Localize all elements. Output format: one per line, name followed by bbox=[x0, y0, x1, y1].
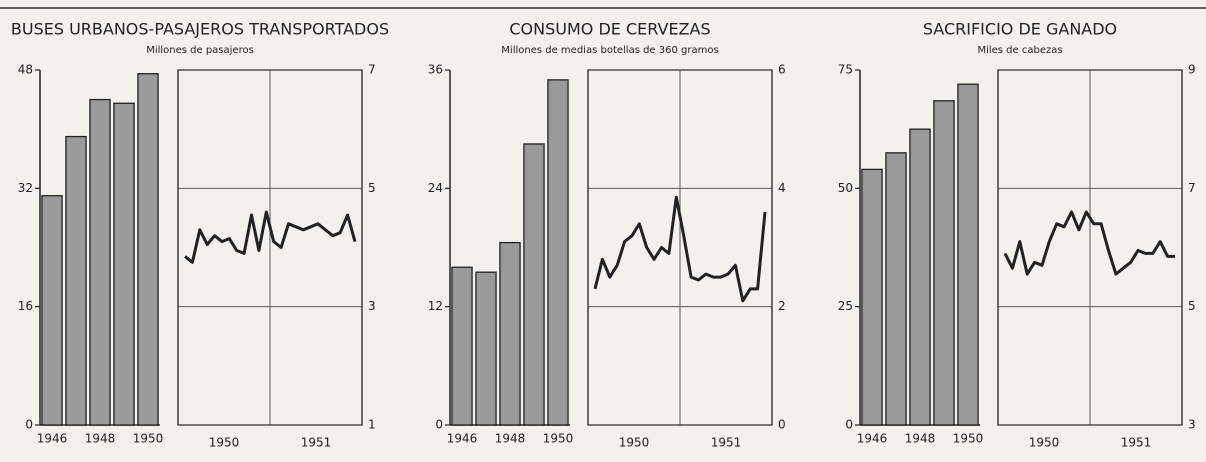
bar bbox=[137, 73, 159, 426]
y-tick-label: 50 bbox=[838, 181, 853, 195]
line-series bbox=[593, 195, 767, 303]
y2-tick-label: 5 bbox=[368, 181, 376, 195]
bar bbox=[885, 152, 907, 426]
x-group-label: 1950 bbox=[1029, 436, 1060, 450]
y2-tick-label: 4 bbox=[778, 181, 786, 195]
x-tick-label: 1948 bbox=[495, 432, 526, 446]
x-tick-label: 1948 bbox=[85, 432, 116, 446]
y-tick-label: 16 bbox=[18, 299, 33, 313]
chart-title: SACRIFICIO DE GANADO bbox=[923, 20, 1117, 39]
x-tick-label: 1950 bbox=[543, 432, 574, 446]
y-tick-label: 0 bbox=[435, 418, 443, 432]
y-tick-label: 25 bbox=[838, 299, 853, 313]
x-tick-label: 1948 bbox=[905, 432, 936, 446]
x-group-label: 1950 bbox=[209, 436, 240, 450]
y-tick-label: 75 bbox=[838, 63, 853, 77]
chart-title: CONSUMO DE CERVEZAS bbox=[509, 20, 710, 39]
y2-tick-label: 5 bbox=[1188, 299, 1196, 313]
x-tick-label: 1946 bbox=[447, 432, 478, 446]
y2-tick-label: 9 bbox=[1188, 63, 1196, 77]
x-group-label: 1951 bbox=[1121, 436, 1152, 450]
y-tick-label: 32 bbox=[18, 181, 33, 195]
y2-tick-label: 7 bbox=[1188, 181, 1196, 195]
x-tick-label: 1950 bbox=[953, 432, 984, 446]
bar bbox=[475, 271, 497, 426]
y-tick-label: 0 bbox=[845, 418, 853, 432]
line-series bbox=[184, 210, 357, 264]
bar bbox=[547, 79, 569, 426]
chart-title: BUSES URBANOS-PASAJEROS TRANSPORTADOS bbox=[11, 20, 389, 39]
y-tick-label: 0 bbox=[25, 418, 33, 432]
bar bbox=[499, 241, 521, 426]
chart-subtitle: Miles de cabezas bbox=[977, 45, 1062, 56]
bar bbox=[65, 135, 87, 426]
y2-tick-label: 3 bbox=[368, 299, 376, 313]
y-tick-label: 24 bbox=[428, 181, 443, 195]
y-tick-label: 36 bbox=[428, 63, 443, 77]
bar bbox=[933, 100, 955, 426]
chart-subtitle: Millones de medias botellas de 360 gramo… bbox=[501, 45, 718, 56]
y2-tick-label: 1 bbox=[368, 418, 376, 432]
y2-tick-label: 3 bbox=[1188, 418, 1196, 432]
line-series bbox=[1003, 210, 1175, 276]
bar bbox=[113, 102, 135, 426]
y2-tick-label: 7 bbox=[368, 63, 376, 77]
y2-tick-label: 0 bbox=[778, 418, 786, 432]
x-group-label: 1950 bbox=[619, 436, 650, 450]
y2-tick-label: 2 bbox=[778, 299, 786, 313]
y-tick-label: 12 bbox=[428, 299, 443, 313]
x-tick-label: 1946 bbox=[37, 432, 68, 446]
bar bbox=[523, 143, 545, 426]
x-group-label: 1951 bbox=[711, 436, 742, 450]
bar bbox=[909, 128, 931, 426]
x-tick-label: 1950 bbox=[133, 432, 164, 446]
x-group-label: 1951 bbox=[301, 436, 332, 450]
bar bbox=[957, 83, 979, 426]
bar bbox=[41, 195, 63, 426]
bar bbox=[451, 266, 473, 426]
y-tick-label: 48 bbox=[18, 63, 33, 77]
chart-subtitle: Millones de pasajeros bbox=[146, 45, 254, 56]
bar bbox=[861, 168, 883, 426]
x-tick-label: 1946 bbox=[857, 432, 888, 446]
bar bbox=[89, 98, 111, 426]
y2-tick-label: 6 bbox=[778, 63, 786, 77]
